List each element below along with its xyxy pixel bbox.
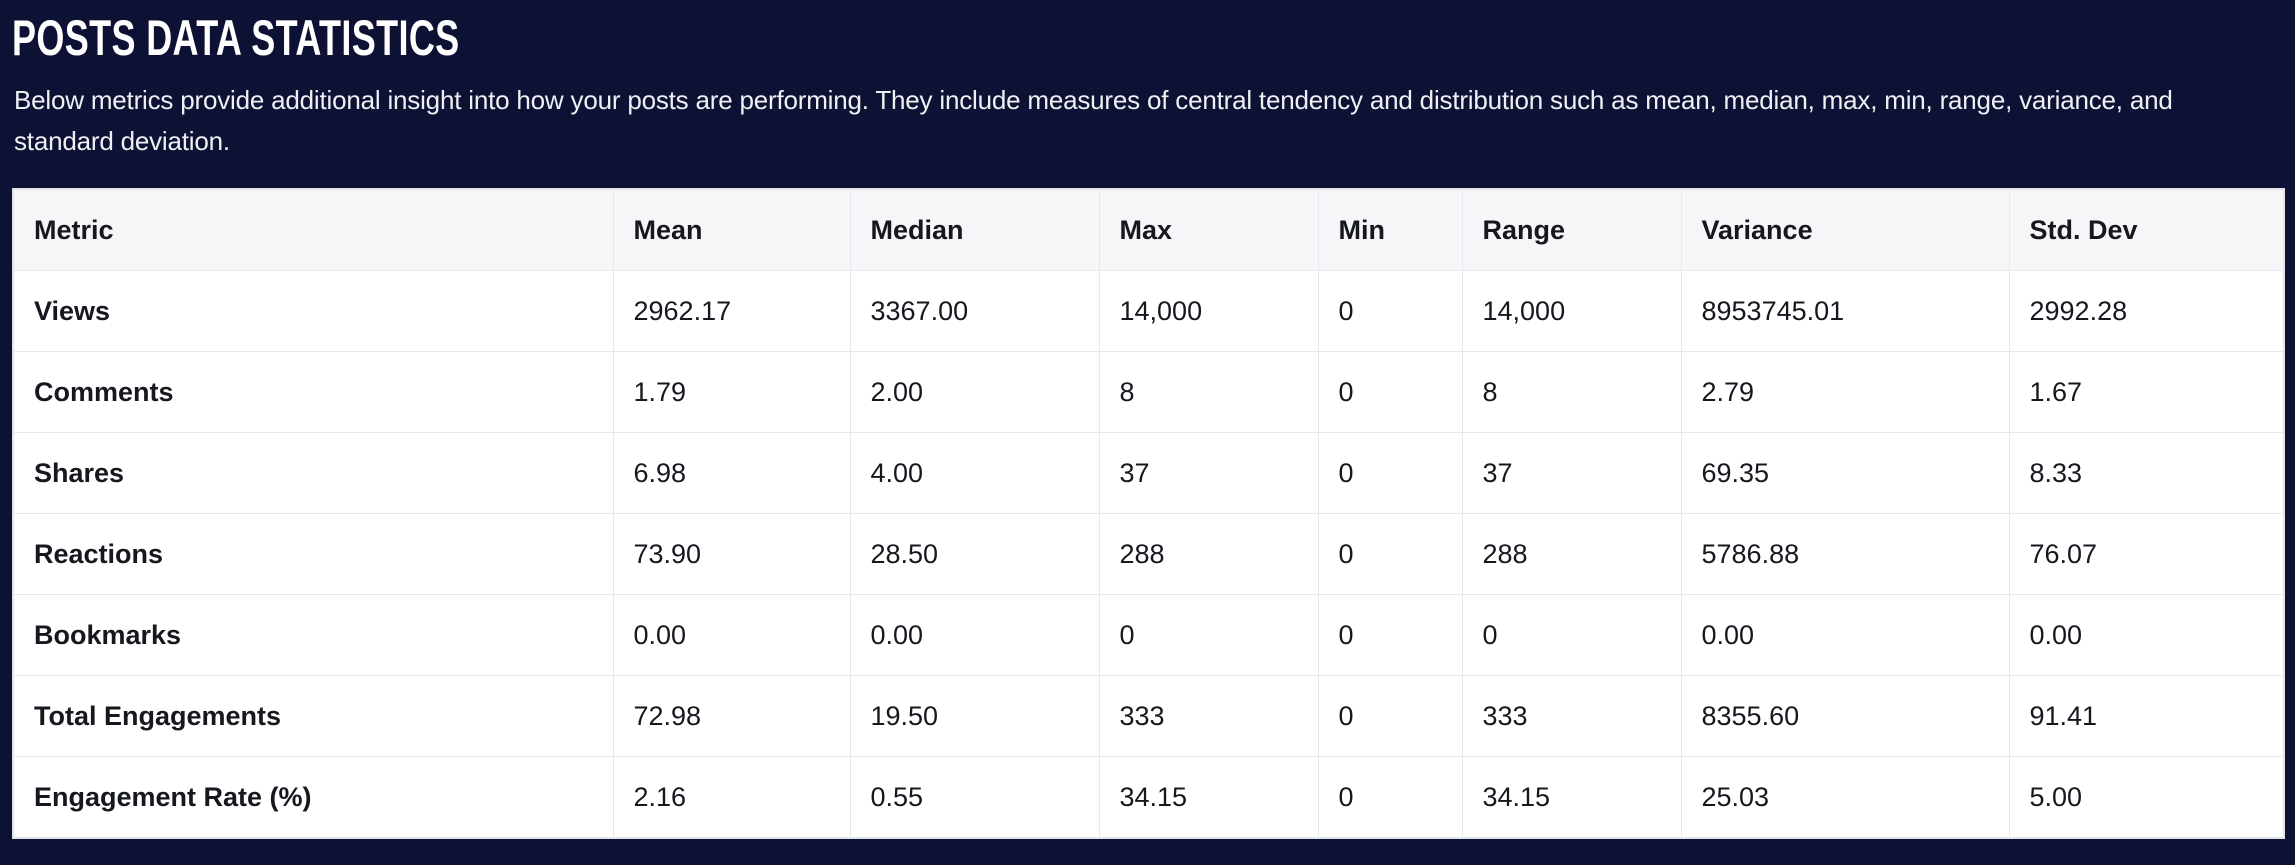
bookmarks-std-dev: 0.00 [2008,594,2285,676]
row-label-shares: Shares [12,432,614,514]
table-row-bookmarks: Bookmarks 0.00 0.00 0 0 0 0.00 0.00 [12,594,2285,676]
comments-median: 2.00 [849,351,1100,433]
page-description: Below metrics provide additional insight… [14,85,2173,156]
comments-variance: 2.79 [1680,351,2010,433]
engagement-rate-std-dev: 5.00 [2008,756,2285,839]
column-header-metric: Metric [12,188,614,271]
bookmarks-max: 0 [1098,594,1319,676]
views-max: 14,000 [1098,270,1319,352]
bookmarks-variance: 0.00 [1680,594,2010,676]
page-title: POSTS DATA STATISTICS [12,10,460,66]
shares-std-dev: 8.33 [2008,432,2285,514]
total-engagements-variance: 8355.60 [1680,675,2010,757]
column-header-max: Max [1098,188,1319,271]
total-engagements-median: 19.50 [849,675,1100,757]
shares-mean: 6.98 [612,432,851,514]
bookmarks-median: 0.00 [849,594,1100,676]
views-min: 0 [1317,270,1463,352]
reactions-max: 288 [1098,513,1319,595]
engagement-rate-range: 34.15 [1461,756,1682,839]
row-label-total-engagements: Total Engagements [12,675,614,757]
table-header-row: Metric Mean Median Max Min Range Varianc… [12,188,2285,271]
row-label-reactions: Reactions [12,513,614,595]
reactions-mean: 73.90 [612,513,851,595]
column-header-min: Min [1317,188,1463,271]
column-header-variance: Variance [1680,188,2010,271]
column-header-range: Range [1461,188,1682,271]
reactions-variance: 5786.88 [1680,513,2010,595]
total-engagements-max: 333 [1098,675,1319,757]
views-mean: 2962.17 [612,270,851,352]
table-row-reactions: Reactions 73.90 28.50 288 0 288 5786.88 … [12,513,2285,595]
bookmarks-min: 0 [1317,594,1463,676]
row-label-views: Views [12,270,614,352]
posts-data-statistics-section: POSTS DATA STATISTICS Below metrics prov… [12,10,2285,839]
engagement-rate-max: 34.15 [1098,756,1319,839]
shares-median: 4.00 [849,432,1100,514]
total-engagements-mean: 72.98 [612,675,851,757]
engagement-rate-variance: 25.03 [1680,756,2010,839]
views-median: 3367.00 [849,270,1100,352]
bookmarks-range: 0 [1461,594,1682,676]
shares-min: 0 [1317,432,1463,514]
row-label-comments: Comments [12,351,614,433]
engagement-rate-median: 0.55 [849,756,1100,839]
shares-variance: 69.35 [1680,432,2010,514]
engagement-rate-mean: 2.16 [612,756,851,839]
total-engagements-std-dev: 91.41 [2008,675,2285,757]
table-row-total-engagements: Total Engagements 72.98 19.50 333 0 333 … [12,675,2285,757]
comments-std-dev: 1.67 [2008,351,2285,433]
reactions-range: 288 [1461,513,1682,595]
column-header-mean: Mean [612,188,851,271]
table-row-comments: Comments 1.79 2.00 8 0 8 2.79 1.67 [12,351,2285,433]
stats-table: Metric Mean Median Max Min Range Varianc… [12,188,2285,839]
shares-max: 37 [1098,432,1319,514]
engagement-rate-min: 0 [1317,756,1463,839]
views-std-dev: 2992.28 [2008,270,2285,352]
comments-max: 8 [1098,351,1319,433]
column-header-median: Median [849,188,1100,271]
reactions-median: 28.50 [849,513,1100,595]
views-range: 14,000 [1461,270,1682,352]
reactions-min: 0 [1317,513,1463,595]
shares-range: 37 [1461,432,1682,514]
bookmarks-mean: 0.00 [612,594,851,676]
comments-mean: 1.79 [612,351,851,433]
comments-range: 8 [1461,351,1682,433]
total-engagements-min: 0 [1317,675,1463,757]
column-header-std-dev: Std. Dev [2008,188,2285,271]
comments-min: 0 [1317,351,1463,433]
total-engagements-range: 333 [1461,675,1682,757]
table-row-views: Views 2962.17 3367.00 14,000 0 14,000 89… [12,270,2285,352]
views-variance: 8953745.01 [1680,270,2010,352]
row-label-engagement-rate: Engagement Rate (%) [12,756,614,839]
row-label-bookmarks: Bookmarks [12,594,614,676]
table-row-engagement-rate: Engagement Rate (%) 2.16 0.55 34.15 0 34… [12,756,2285,839]
reactions-std-dev: 76.07 [2008,513,2285,595]
table-row-shares: Shares 6.98 4.00 37 0 37 69.35 8.33 [12,432,2285,514]
